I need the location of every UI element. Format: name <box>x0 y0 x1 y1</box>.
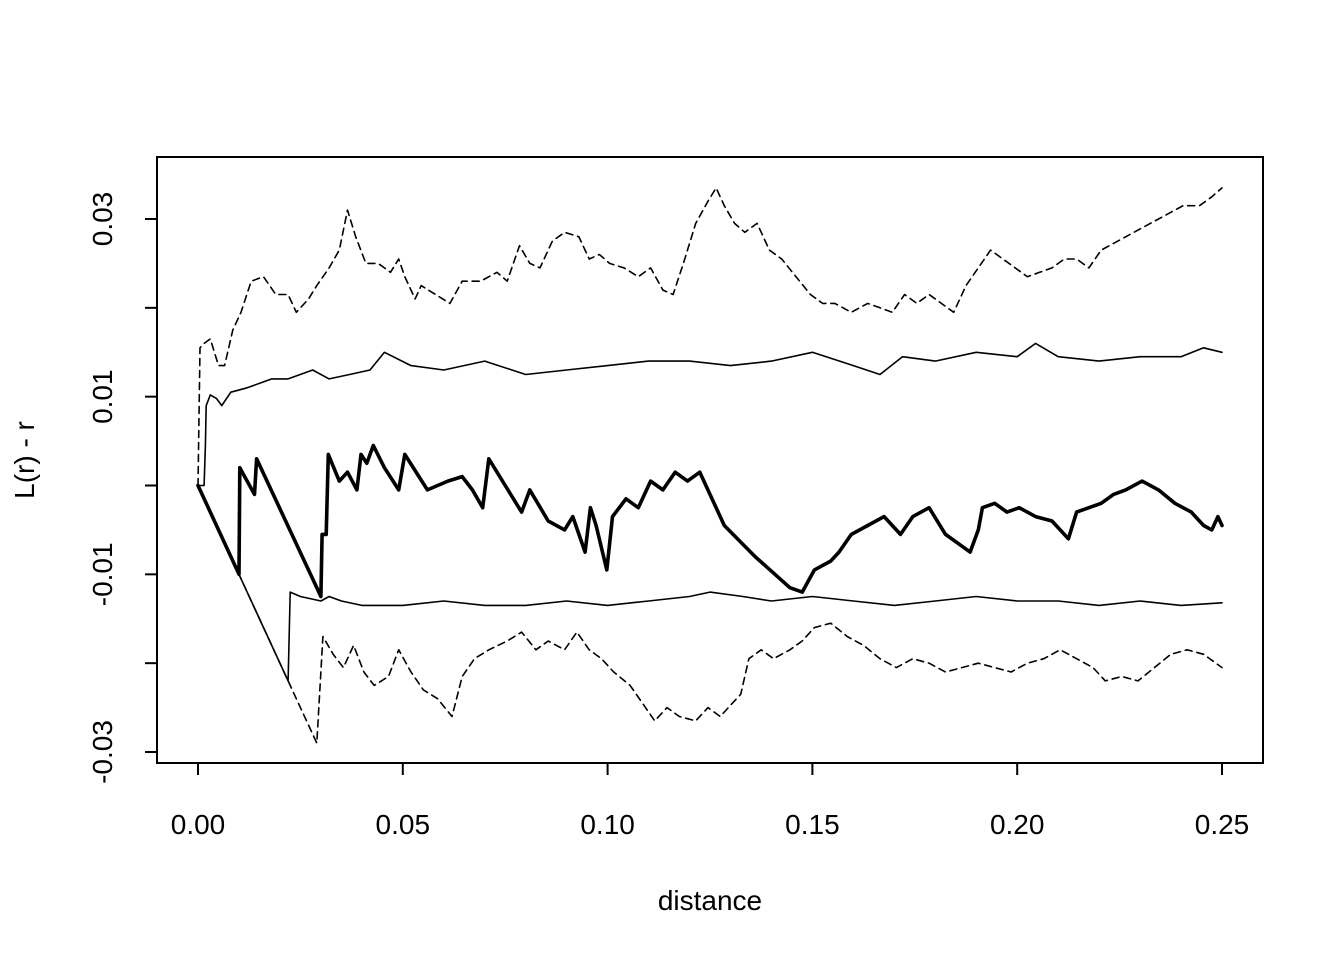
y-tick-label: 0.01 <box>87 369 118 424</box>
x-tick-label: 0.20 <box>990 809 1045 840</box>
series-line-1-bold-solid <box>196 443 1224 599</box>
y-tick-label: 0.03 <box>87 192 118 247</box>
y-tick-label: -0.03 <box>87 720 118 784</box>
x-axis-title: distance <box>658 885 762 916</box>
x-axis: 0.00 0.05 0.10 0.15 0.20 0.25 <box>171 762 1250 840</box>
series-line-5-dashed <box>197 484 1223 744</box>
series-line-3-thin-solid <box>197 484 1223 682</box>
y-axis: -0.03 -0.01 0.01 0.03 <box>87 192 158 784</box>
x-tick-label: 0.25 <box>1195 809 1250 840</box>
series-line-2-thin-solid <box>197 342 1223 487</box>
x-tick-label: 0.00 <box>171 809 226 840</box>
x-tick-label: 0.05 <box>376 809 431 840</box>
series-line-4-dashed <box>197 187 1223 487</box>
x-tick-label: 0.10 <box>580 809 635 840</box>
y-axis-title: L(r) - r <box>9 421 40 499</box>
series-layer <box>196 187 1224 744</box>
y-tick-label: -0.01 <box>87 542 118 606</box>
x-tick-label: 0.15 <box>785 809 840 840</box>
